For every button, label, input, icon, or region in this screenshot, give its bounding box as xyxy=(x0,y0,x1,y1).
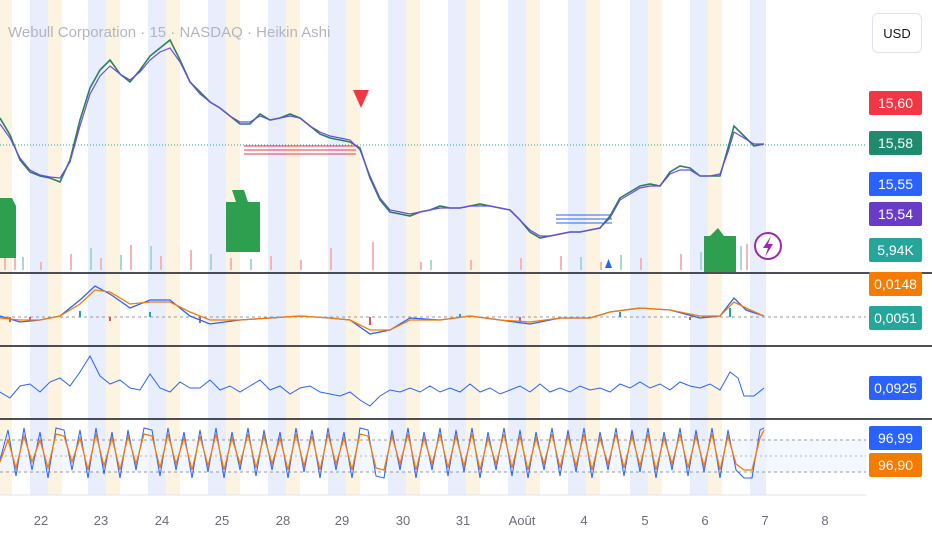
volume-bars-up xyxy=(22,246,742,270)
x-axis-tick: 25 xyxy=(214,513,230,528)
x-axis-tick: 7 xyxy=(761,513,769,528)
price-label-last: 15,58 xyxy=(869,131,922,155)
x-axis-tick: 31 xyxy=(455,513,471,528)
x-axis-tick: 22 xyxy=(33,513,49,528)
macd-signal-label: 0,0148 xyxy=(869,272,922,296)
price-label-value: 15,54 xyxy=(877,206,914,222)
x-axis-tick: 29 xyxy=(334,513,350,528)
volatility-value: 0,0925 xyxy=(874,380,917,396)
x-axis-tick: 30 xyxy=(395,513,411,528)
price-label-value: 15,60 xyxy=(877,95,914,111)
macd-label: 0,0051 xyxy=(869,306,922,330)
x-axis-tick: 6 xyxy=(701,513,709,528)
x-axis-tick: 8 xyxy=(821,513,829,528)
stoch-k-line xyxy=(0,427,765,479)
volatility-line xyxy=(0,354,765,407)
volume-label-value: 5,94K xyxy=(877,242,914,258)
buy-signal-icon xyxy=(0,190,736,272)
macd-signal-value: 0,0148 xyxy=(874,276,917,292)
consolidation-box-red xyxy=(244,145,356,155)
stoch-d-value: 96,90 xyxy=(877,457,914,473)
macd-value: 0,0051 xyxy=(874,310,917,326)
bolt-alert-icon[interactable] xyxy=(754,232,782,260)
x-axis-tick: 4 xyxy=(580,513,588,528)
x-axis-tick: Août xyxy=(508,513,536,528)
price-label-value: 15,55 xyxy=(877,176,914,192)
consolidation-box-blue xyxy=(556,214,612,224)
x-axis-tick: 24 xyxy=(154,513,170,528)
stoch-d-label: 96,90 xyxy=(869,453,922,477)
volume-bars xyxy=(4,242,748,270)
buy-signal-small-icon xyxy=(605,259,612,268)
sell-signal-icon xyxy=(353,90,369,108)
price-ma xyxy=(0,47,764,237)
x-axis-tick: 28 xyxy=(275,513,291,528)
currency-button[interactable]: USD xyxy=(872,13,922,53)
session-stripes xyxy=(0,0,766,495)
macd-histogram-up xyxy=(79,308,731,317)
x-axis-tick: 5 xyxy=(641,513,649,528)
stoch-d-line xyxy=(0,429,765,471)
price-label-ma: 15,55 xyxy=(869,172,922,196)
x-axis-tick: 23 xyxy=(93,513,109,528)
price-label-ma2: 15,54 xyxy=(869,202,922,226)
price-label-high: 15,60 xyxy=(869,91,922,115)
volatility-label: 0,0925 xyxy=(869,376,922,400)
volume-label: 5,94K xyxy=(869,238,922,262)
stoch-k-label: 96,99 xyxy=(869,426,922,450)
price-label-value: 15,58 xyxy=(877,135,914,151)
chart-title: Webull Corporation · 15 · NASDAQ · Heiki… xyxy=(8,24,331,41)
stoch-k-value: 96,99 xyxy=(877,430,914,446)
macd-signal-line xyxy=(0,289,765,331)
price-series xyxy=(0,38,765,239)
